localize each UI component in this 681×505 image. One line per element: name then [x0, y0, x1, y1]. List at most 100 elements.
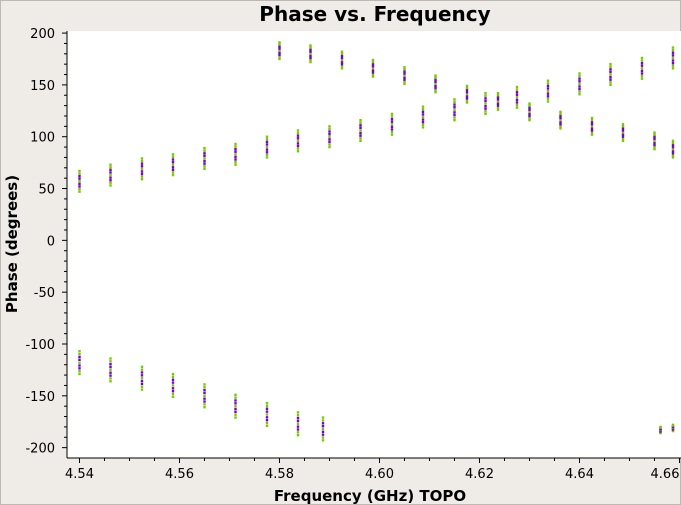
- data-point: [109, 173, 112, 177]
- data-point: [340, 58, 344, 62]
- data-point: [265, 148, 269, 151]
- data-point: [140, 365, 144, 368]
- data-point: [403, 82, 406, 86]
- data-point: [434, 76, 437, 79]
- x-tick-label: 4.58: [265, 467, 294, 482]
- data-point: [559, 112, 562, 116]
- data-point: [528, 108, 531, 111]
- data-point: [328, 130, 331, 133]
- data-point: [234, 145, 237, 148]
- data-point: [78, 352, 81, 356]
- data-point: [515, 98, 519, 102]
- data-point: [390, 123, 394, 126]
- data-point: [234, 399, 237, 402]
- data-point: [421, 121, 425, 124]
- data-point: [496, 98, 500, 101]
- data-point: [203, 386, 206, 389]
- data-point: [203, 146, 206, 150]
- data-point: [559, 127, 562, 130]
- y-axis-ticks: 200 150 100 50 0 -50 -100 -150 -200: [25, 27, 67, 457]
- data-point: [296, 129, 300, 132]
- data-point: [321, 424, 325, 428]
- data-point: [296, 150, 300, 153]
- data-point: [671, 145, 675, 149]
- data-point: [109, 184, 112, 187]
- data-point: [640, 59, 644, 62]
- data-point: [234, 407, 237, 411]
- data-point: [609, 65, 612, 68]
- data-point: [340, 60, 344, 64]
- data-point: [465, 97, 469, 100]
- data-point: [528, 102, 531, 105]
- data-point: [609, 78, 612, 81]
- data-point: [309, 44, 312, 47]
- data-point: [296, 142, 300, 145]
- data-point: [140, 167, 144, 171]
- data-point: [203, 397, 206, 400]
- x-axis-title: Frequency (GHz) TOPO: [274, 487, 466, 505]
- data-point: [671, 139, 675, 143]
- data-point: [390, 130, 394, 134]
- data-point: [265, 135, 269, 138]
- x-tick-label: 4.54: [65, 467, 94, 482]
- data-point: [484, 110, 487, 113]
- data-point: [78, 190, 81, 193]
- data-point: [496, 104, 500, 107]
- data-point: [321, 422, 325, 425]
- data-point: [640, 67, 644, 70]
- data-point: [559, 121, 562, 124]
- data-point: [328, 140, 331, 144]
- data-point: [671, 152, 675, 155]
- data-point: [453, 113, 456, 117]
- data-point: [234, 155, 237, 159]
- data-point: [515, 106, 519, 109]
- data-point: [309, 54, 312, 58]
- data-point: [528, 114, 531, 118]
- data-point: [621, 123, 625, 126]
- data-point: [653, 145, 656, 149]
- data-point: [234, 404, 237, 408]
- data-point: [671, 67, 675, 70]
- data-point: [390, 112, 394, 116]
- data-point: [653, 131, 656, 134]
- data-point: [528, 112, 531, 116]
- data-point: [296, 419, 300, 423]
- data-point: [371, 67, 375, 70]
- data-point: [465, 101, 469, 104]
- data-point: [78, 169, 81, 173]
- data-point: [640, 56, 644, 60]
- data-point: [140, 165, 144, 168]
- data-point: [265, 407, 269, 410]
- data-point: [621, 129, 625, 132]
- data-point: [496, 96, 500, 99]
- data-point: [671, 143, 675, 147]
- data-point: [546, 100, 550, 103]
- data-point: [140, 388, 144, 391]
- data-point: [515, 90, 519, 94]
- data-point: [640, 61, 644, 65]
- x-tick-label: 4.66: [651, 467, 680, 482]
- data-point: [340, 56, 344, 60]
- data-point: [640, 74, 644, 78]
- data-point: [265, 138, 269, 141]
- data-point: [265, 424, 269, 428]
- y-tick-label: 200: [30, 27, 55, 42]
- data-point: [640, 72, 644, 75]
- data-point: [371, 65, 375, 68]
- data-point: [453, 105, 456, 109]
- data-point: [484, 102, 487, 105]
- data-point: [140, 371, 144, 374]
- data-point: [609, 75, 612, 79]
- data-point: [590, 116, 594, 120]
- data-point: [340, 54, 344, 58]
- data-point: [515, 85, 519, 89]
- data-point: [653, 141, 656, 145]
- data-point: [234, 393, 237, 396]
- data-point: [546, 84, 550, 88]
- data-point: [403, 66, 406, 69]
- data-point: [390, 115, 394, 118]
- data-point: [359, 124, 362, 127]
- data-point: [203, 383, 206, 386]
- data-point: [140, 178, 144, 181]
